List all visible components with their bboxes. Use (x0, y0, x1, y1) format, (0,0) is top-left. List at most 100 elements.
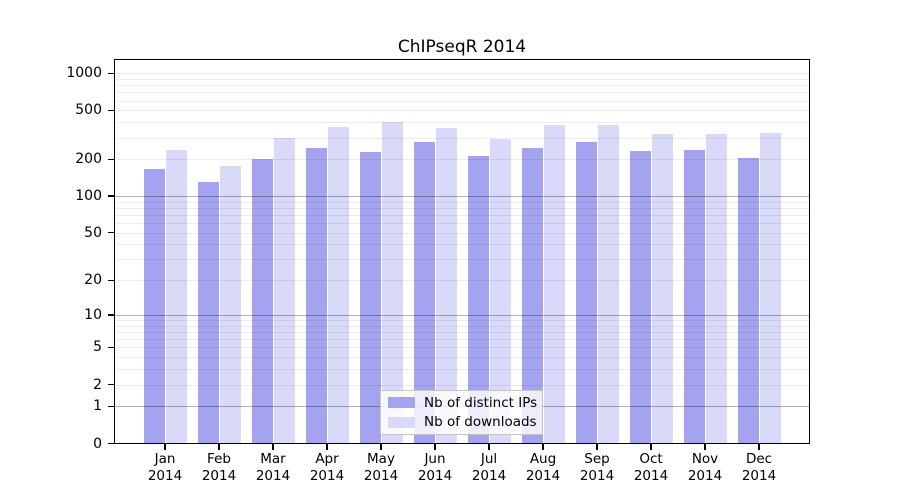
x-tick-label: Nov 2014 (675, 451, 735, 485)
grid-line-minor (113, 244, 810, 246)
x-tick-label-year: 2014 (417, 468, 453, 484)
bar-nb-of-distinct-ips-jan (143, 168, 165, 444)
bar-nb-of-distinct-ips-aug (521, 148, 543, 444)
grid-line-minor (113, 122, 810, 124)
x-tick-label-year: 2014 (471, 468, 507, 484)
x-tick-label-month: Dec (745, 451, 773, 467)
y-tick (107, 232, 114, 234)
x-tick-label-month: Jul (480, 451, 498, 467)
y-tick-label: 1000 (66, 65, 102, 82)
x-tick-label-year: 2014 (255, 468, 291, 484)
legend-swatch-downloads (388, 416, 415, 428)
grid-line-minor (113, 325, 810, 327)
x-tick (434, 443, 436, 450)
grid-line-minor (113, 259, 810, 261)
bar-nb-of-distinct-ips-jul (467, 155, 489, 444)
grid-line-minor (113, 100, 810, 102)
bar-nb-of-downloads-nov (705, 133, 727, 444)
grid-line-minor (113, 369, 810, 371)
x-tick (650, 443, 652, 450)
y-tick-label: 500 (75, 102, 102, 119)
y-tick (107, 383, 114, 386)
y-tick-label: 20 (84, 272, 102, 289)
y-tick (107, 195, 114, 197)
x-tick-label-year: 2014 (687, 468, 723, 484)
x-tick-label: Jan 2014 (135, 451, 195, 485)
y-tick-label: 2 (93, 376, 102, 393)
x-tick-label-year: 2014 (363, 468, 399, 484)
grid-line-minor (113, 137, 810, 139)
grid-line-minor (113, 215, 810, 217)
y-tick (107, 158, 114, 160)
x-tick-label-year: 2014 (525, 468, 561, 484)
x-tick-label: Apr 2014 (297, 451, 357, 485)
bar-nb-of-distinct-ips-mar (251, 159, 273, 444)
x-tick (272, 443, 274, 450)
x-tick-label: Mar 2014 (243, 451, 303, 485)
y-tick-label: 200 (75, 151, 102, 168)
legend-label-distinct-ips: Nb of distinct IPs (424, 394, 538, 411)
bar-nb-of-downloads-feb (219, 166, 241, 444)
grid-line-minor (113, 78, 810, 80)
y-tick-label: 5 (93, 339, 102, 356)
x-tick-label: Oct 2014 (621, 451, 681, 485)
legend-label-downloads: Nb of downloads (424, 414, 537, 431)
grid-line-minor (113, 320, 810, 322)
x-tick-label: May 2014 (351, 451, 411, 485)
x-tick-label-month: Jun (424, 451, 446, 467)
bar-nb-of-downloads-apr (327, 126, 349, 444)
y-tick (107, 72, 114, 74)
x-tick-label-month: May (367, 451, 395, 467)
bar-nb-of-downloads-may (381, 121, 403, 444)
grid-line-minor (113, 332, 810, 334)
bar-nb-of-distinct-ips-oct (629, 150, 651, 444)
grid-line-major (113, 196, 810, 198)
grid-line-minor (113, 357, 810, 359)
bar-nb-of-distinct-ips-apr (305, 147, 327, 444)
legend-swatch-distinct-ips (388, 397, 415, 409)
plot-area (113, 58, 810, 444)
legend: Nb of distinct IPs Nb of downloads (380, 390, 543, 435)
x-tick-label: Jul 2014 (459, 451, 519, 485)
legend-item-distinct-ips: Nb of distinct IPs (388, 395, 542, 411)
grid-line-minor (113, 73, 810, 75)
y-tick (107, 405, 114, 408)
grid-line-minor (113, 384, 810, 386)
x-tick (758, 443, 760, 450)
x-tick-label-month: Oct (639, 451, 663, 467)
x-tick (704, 443, 706, 450)
grid-line-minor (113, 223, 810, 225)
x-tick (326, 443, 328, 450)
y-tick-label: 10 (84, 306, 102, 323)
chart-title: ChIPseqR 2014 (397, 37, 527, 57)
x-tick-label-month: Feb (207, 451, 231, 467)
x-tick-label: Aug 2014 (513, 451, 573, 485)
y-tick (107, 279, 114, 282)
x-tick-label: Feb 2014 (189, 451, 249, 485)
y-tick (107, 109, 114, 112)
bar-nb-of-downloads-mar (273, 138, 295, 444)
x-tick-label-month: Jan (154, 451, 176, 467)
grid-line-major (113, 314, 810, 316)
bar-nb-of-downloads-jul (489, 139, 511, 444)
grid-line-minor (113, 201, 810, 203)
grid-line-minor (113, 347, 810, 349)
grid-line-minor (113, 280, 810, 282)
x-tick-label-month: Nov (691, 451, 719, 467)
bar-nb-of-downloads-aug (543, 125, 565, 444)
x-tick-label: Dec 2014 (729, 451, 789, 485)
bar-nb-of-downloads-jun (435, 128, 457, 444)
x-tick (542, 443, 544, 450)
x-tick-label: Jun 2014 (405, 451, 465, 485)
bar-nb-of-distinct-ips-may (359, 151, 381, 444)
x-tick-label-year: 2014 (309, 468, 345, 484)
x-tick-label-year: 2014 (633, 468, 669, 484)
y-tick-label: 0 (93, 435, 102, 452)
grid-line-minor (113, 232, 810, 234)
bar-nb-of-downloads-sep (597, 125, 619, 444)
x-tick-label-year: 2014 (201, 468, 237, 484)
x-tick (596, 443, 598, 450)
grid-line-minor (113, 110, 810, 112)
x-tick-label-year: 2014 (741, 468, 777, 484)
